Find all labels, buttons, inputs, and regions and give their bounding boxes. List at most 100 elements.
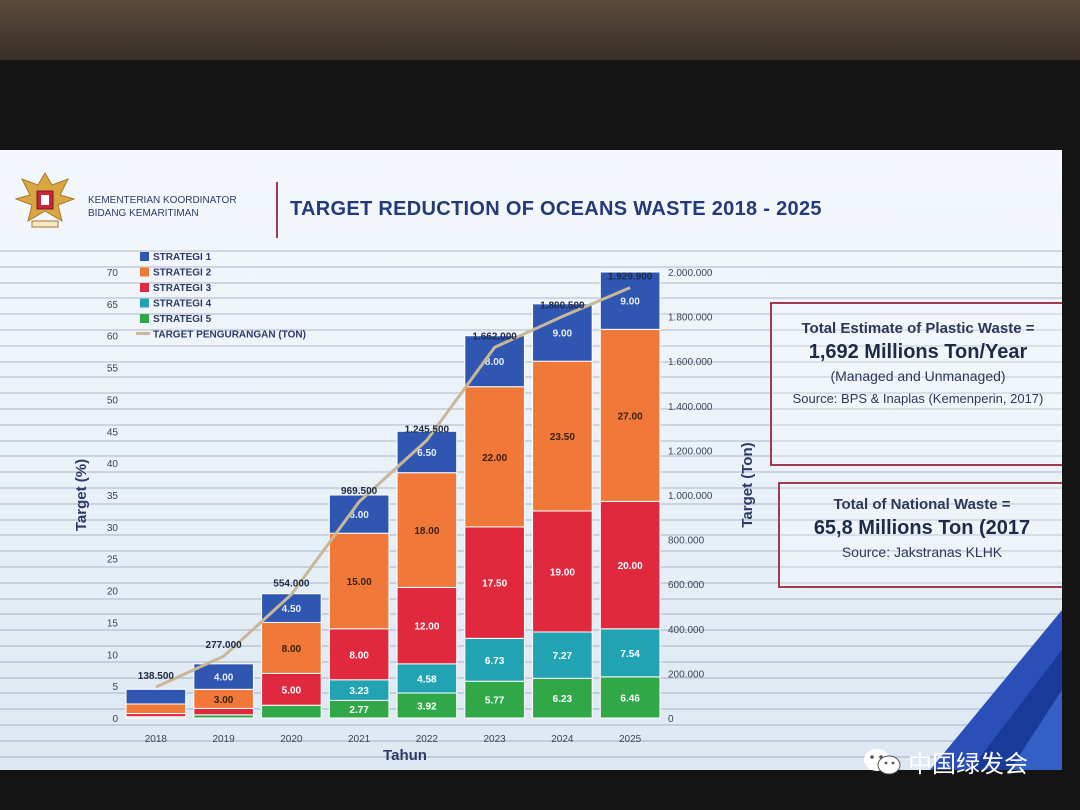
scanline [0, 376, 1062, 379]
bar-value-label: 7.27 [553, 651, 573, 662]
scanline [0, 724, 1062, 726]
bar-segment-strategi1-2024 [532, 303, 593, 362]
target-line-label: 1.929.900 [608, 272, 653, 283]
bar-segment-strategi2-2022 [396, 472, 458, 588]
bar-value-label: 9.00 [553, 329, 573, 340]
scanline [0, 629, 1062, 632]
x-tick-label-2024: 2024 [551, 734, 574, 745]
scanline [0, 739, 1062, 742]
ministry-line-1: KEMENTERIAN KOORDINATOR [88, 195, 237, 206]
bar-segment-strategi4-2022 [396, 663, 458, 694]
y2-tick-label: 2.000.000 [668, 268, 713, 279]
bar-value-label: 22.00 [482, 453, 507, 464]
x-tick-label-2020: 2020 [280, 734, 303, 745]
bar-segment-strategi2-2018 [125, 703, 187, 715]
target-line-label: 277.000 [206, 640, 243, 651]
bar-value-label: 6.46 [620, 693, 640, 704]
garuda-emblem-icon [14, 172, 76, 228]
scanline [0, 297, 1062, 300]
scanline [0, 755, 1062, 758]
bar-segment-strategi1-2025 [599, 271, 661, 330]
bar-value-label: 18.00 [414, 526, 439, 537]
bar-segment-strategi5-2020 [261, 704, 322, 719]
x-tick-label-2025: 2025 [619, 734, 642, 745]
target-line-label: 554.000 [273, 578, 310, 589]
bar-value-label: 3.23 [349, 686, 369, 697]
bar-segment-strategi2-2025 [599, 328, 661, 502]
legend-label: STRATEGI 4 [153, 299, 212, 310]
bar-segment-strategi5-2024 [532, 677, 593, 719]
bar-value-label: 17.50 [482, 579, 507, 590]
plastic-waste-source: Source: BPS & Inaplas (Kemenperin, 2017) [792, 391, 1044, 406]
bar-value-label: 5.77 [485, 696, 505, 707]
target-line-label: 1.245.500 [405, 424, 450, 435]
corner-wave-decoration [930, 610, 1062, 770]
bar-value-label: 15.00 [347, 577, 372, 588]
bar-segment-strategi1-2018 [125, 688, 187, 705]
bar-value-label: 5.00 [282, 685, 302, 696]
bar-value-label: 23.50 [550, 432, 575, 443]
legend-swatch-strategi1 [140, 252, 149, 261]
bar-value-label: 2.77 [349, 705, 369, 716]
y-tick-label: 65 [107, 300, 119, 311]
scanline [0, 566, 1062, 568]
bar-value-label: 6.23 [553, 694, 573, 705]
x-tick-label-2021: 2021 [348, 734, 371, 745]
bar-segment-strategi5-2022 [396, 692, 458, 719]
scanline [0, 676, 1062, 679]
plastic-waste-subtitle: (Managed and Unmanaged) [830, 368, 1006, 384]
stacked-bar-chart: 05101520253035404550556065700200.000400.… [73, 252, 756, 764]
scanline [0, 344, 1062, 347]
national-waste-box: Total of National Waste = 65,8 Millions … [778, 482, 1062, 588]
bar-value-label: 12.00 [414, 622, 439, 633]
bar-value-label: 4.50 [282, 604, 302, 615]
y-tick-label: 10 [107, 650, 119, 661]
y-axis-title: Target (%) [73, 459, 90, 531]
y2-tick-label: 400.000 [668, 625, 705, 636]
bar-value-label: 3.00 [214, 695, 234, 706]
target-line-label: 1.662.000 [472, 331, 517, 342]
slide-header: KEMENTERIAN KOORDINATOR BIDANG KEMARITIM… [0, 150, 1062, 240]
y-tick-label: 0 [112, 714, 118, 725]
x-tick-label-2022: 2022 [416, 734, 439, 745]
scanline [0, 265, 1062, 268]
bar-value-label: 19.00 [550, 567, 575, 578]
y2-tick-label: 1.200.000 [668, 446, 713, 457]
bar-segment-strategi1-2023 [464, 335, 525, 388]
wechat-watermark: 中国绿发会 [862, 744, 1028, 779]
y2-tick-label: 600.000 [668, 580, 705, 591]
bar-segment-strategi1-2019 [193, 663, 254, 690]
bar-segment-strategi3-2019 [193, 707, 254, 716]
x-axis-title: Tahun [383, 747, 427, 764]
legend-label: STRATEGI 3 [153, 283, 212, 294]
bar-value-label: 8.00 [349, 650, 369, 661]
scanline [0, 408, 1062, 410]
scanline [0, 518, 1062, 521]
target-line-label: 1.800.500 [540, 300, 585, 311]
slide-title: TARGET REDUCTION OF OCEANS WASTE 2018 - … [290, 198, 822, 220]
y-tick-label: 60 [107, 332, 119, 343]
bar-value-label: 8.00 [485, 357, 505, 368]
y-tick-label: 45 [107, 427, 119, 438]
bar-value-label: 27.00 [618, 411, 643, 422]
y-tick-label: 5 [112, 682, 118, 693]
y-tick-label: 15 [107, 618, 119, 629]
bar-segment-strategi2-2023 [464, 386, 525, 528]
scanline [0, 613, 1062, 616]
legend-label: TARGET PENGURANGAN (TON) [153, 330, 306, 341]
legend-swatch-strategi2 [140, 267, 149, 277]
legend-label: STRATEGI 5 [153, 314, 212, 325]
y-tick-label: 55 [107, 364, 119, 375]
scanline [0, 692, 1062, 695]
header-divider [276, 182, 278, 238]
bar-value-label: 4.58 [417, 674, 437, 685]
bar-value-label: 4.00 [214, 673, 234, 684]
bar-value-label: 3.92 [417, 702, 437, 713]
plastic-waste-box: Total Estimate of Plastic Waste = 1,692 … [770, 302, 1062, 466]
scanline [0, 708, 1062, 711]
bar-segment-strategi3-2020 [261, 672, 322, 706]
legend-label: STRATEGI 1 [153, 252, 212, 263]
bar-segment-strategi2-2020 [261, 621, 322, 674]
y-tick-label: 70 [107, 268, 119, 279]
scanline [0, 250, 1062, 252]
